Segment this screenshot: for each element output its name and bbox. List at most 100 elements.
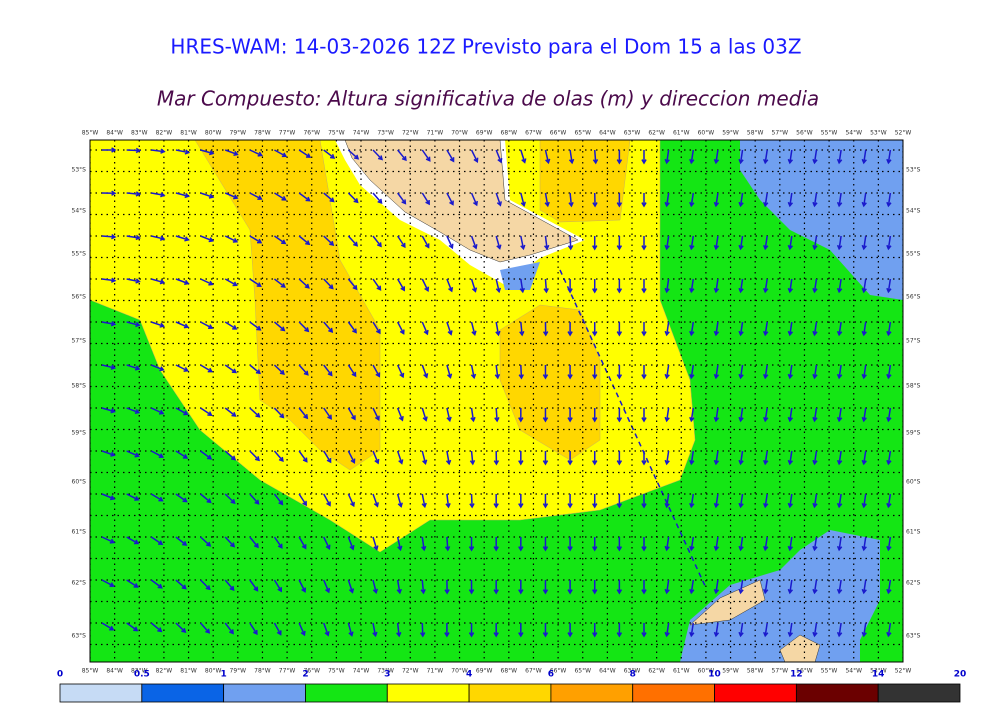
wave-arrow-head <box>183 323 190 329</box>
wave-arrow-head <box>664 416 670 423</box>
wave-arrow <box>175 321 189 328</box>
wave-arrow <box>175 364 188 372</box>
wave-arrow-head <box>158 453 165 459</box>
wave-arrow-head <box>468 589 475 595</box>
wave-arrow <box>887 579 892 593</box>
wave-arrow <box>421 364 428 378</box>
wave-arrow-head <box>542 589 549 595</box>
colorbar-tick-label: 1 <box>221 670 227 680</box>
wave-arrow <box>690 493 695 507</box>
wave-arrow-head <box>184 149 191 155</box>
wave-arrow <box>101 235 116 238</box>
wave-arrow-head <box>135 147 142 154</box>
sea-blue <box>500 262 540 290</box>
lon-label: 62°W <box>648 668 665 675</box>
colorbar-tick-label: 3 <box>384 670 390 680</box>
wave-arrow-head <box>713 158 720 165</box>
wave-arrow-head <box>689 459 695 466</box>
wave-arrow-head <box>787 330 794 337</box>
wave-arrow <box>764 493 768 507</box>
wave-arrow-head <box>326 501 331 507</box>
wave-arrow-head <box>254 499 260 505</box>
colorbar-tick-label: 12 <box>790 670 803 680</box>
wave-arrow-head <box>398 459 404 465</box>
wave-arrow-head <box>329 197 335 203</box>
wave-arrow-head <box>372 588 379 595</box>
wave-arrow <box>838 579 842 593</box>
wave-arrow <box>470 192 478 206</box>
wave-arrow-head <box>133 539 140 545</box>
wave-arrow-head <box>325 544 331 551</box>
wave-arrow-head <box>232 237 239 243</box>
wave-arrow <box>789 622 793 636</box>
wave-arrow <box>665 364 670 378</box>
wave-arrow-head <box>281 195 287 201</box>
wave-arrow-head <box>276 630 282 636</box>
wave-arrow <box>813 493 818 507</box>
wave-arrow <box>347 321 357 333</box>
wave-arrow-head <box>641 159 647 165</box>
wave-arrow-head <box>396 631 402 638</box>
wave-arrow-head <box>399 372 405 379</box>
wave-arrow <box>764 364 768 378</box>
wave-arrow-head <box>861 201 867 208</box>
wave-arrow <box>126 450 139 457</box>
wave-arrow-head <box>110 277 117 283</box>
wave-arrow-head <box>592 632 598 638</box>
wave-arrow-head <box>372 631 378 638</box>
wave-arrow-head <box>713 631 720 638</box>
wave-arrow <box>347 536 354 550</box>
wave-arrow <box>887 536 892 550</box>
wave-arrow-head <box>494 417 500 423</box>
wave-arrow <box>372 149 383 160</box>
lon-label: 70°W <box>451 668 468 675</box>
wave-arrow-head <box>542 417 549 423</box>
wave-arrow <box>665 536 670 550</box>
wave-arrow <box>273 321 285 332</box>
lon-label: 73°W <box>377 668 394 675</box>
wave-arrow <box>126 622 138 632</box>
wave-arrow <box>813 364 818 378</box>
wave-arrow <box>520 364 523 379</box>
wave-arrow-head <box>324 631 330 637</box>
arrows <box>101 147 892 638</box>
wave-arrow-head <box>689 631 695 638</box>
wave-arrow <box>323 493 331 506</box>
wave-arrow <box>665 192 670 206</box>
wave-arrow-head <box>861 287 867 294</box>
wave-arrow-head <box>445 459 452 466</box>
wave-arrow <box>323 278 334 289</box>
wave-arrow <box>298 536 307 549</box>
wave-arrow <box>715 536 719 550</box>
wave-arrow-head <box>353 154 360 160</box>
lon-label: 65°W <box>574 668 591 675</box>
wave-arrow-head <box>398 416 404 422</box>
wave-arrow <box>739 536 744 550</box>
wave-arrow-head <box>252 629 258 636</box>
wave-arrow <box>789 450 793 464</box>
wave-arrow <box>446 278 453 292</box>
wave-arrow-head <box>305 240 311 246</box>
wave-arrow <box>764 192 768 206</box>
wave-arrow-head <box>689 201 695 208</box>
wave-arrow-head <box>110 364 117 370</box>
wave-arrow-head <box>861 373 867 380</box>
wave-arrow-head <box>184 236 190 242</box>
wave-arrow-head <box>257 151 263 157</box>
wave-arrow <box>813 149 818 163</box>
wave-arrow-head <box>183 410 189 416</box>
sea-gold <box>539 140 631 223</box>
wave-arrow <box>396 321 405 334</box>
wave-arrow <box>372 622 377 636</box>
wave-arrow-head <box>256 325 262 331</box>
wave-arrow <box>739 364 744 378</box>
wave-arrow <box>789 235 793 249</box>
wave-arrow <box>715 235 719 249</box>
wave-arrow <box>739 579 744 593</box>
wave-arrow-head <box>738 330 744 337</box>
wave-arrow-head <box>738 545 744 552</box>
wave-arrow <box>764 407 768 421</box>
lat-label: 57°S <box>72 338 87 345</box>
lon-label: 82°W <box>156 130 173 137</box>
wave-arrow <box>274 235 286 245</box>
